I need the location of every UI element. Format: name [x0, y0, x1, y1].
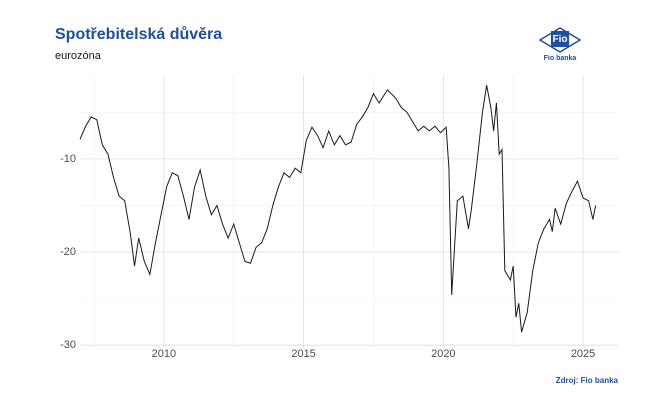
y-tick-label: -10 [60, 153, 76, 165]
chart-subtitle: eurozóna [55, 50, 102, 62]
logo: Fio Fio banka [538, 27, 582, 62]
chart-title: Spotřebitelská důvěra [55, 26, 222, 43]
x-tick-label: 2020 [431, 348, 455, 360]
logo-name: Fio banka [544, 55, 577, 62]
y-tick-label: -20 [60, 246, 76, 258]
x-tick-label: 2010 [152, 348, 176, 360]
line [79, 85, 597, 333]
x-tick-label: 2025 [571, 348, 595, 360]
y-tick-label: -30 [60, 339, 76, 351]
logo-mark: Fio [553, 34, 568, 45]
x-tick-label: 2015 [291, 348, 315, 360]
source: Zdroj: Fio banka [556, 376, 619, 385]
logo-box [551, 31, 569, 47]
